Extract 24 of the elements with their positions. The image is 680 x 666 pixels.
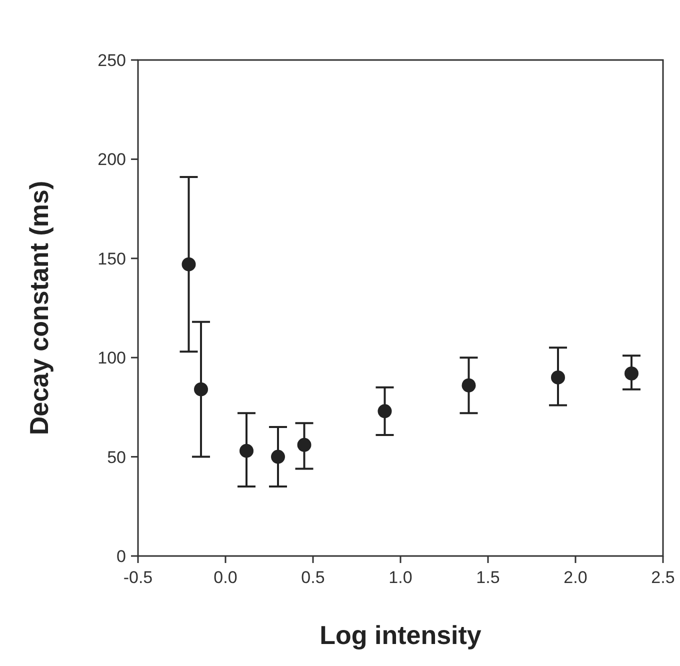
x-tick-label: 1.5 (476, 568, 500, 587)
x-tick-label: 0.5 (301, 568, 325, 587)
point (624, 366, 638, 380)
y-axis-title: Decay constant (ms) (24, 180, 54, 436)
point (551, 370, 565, 384)
point (297, 438, 312, 452)
point (271, 450, 285, 464)
point (182, 257, 196, 272)
y-tick-label: 50 (107, 448, 126, 467)
point (378, 404, 392, 418)
x-tick-label: 1.0 (388, 568, 412, 587)
x-tick-label: 2.5 (651, 568, 675, 587)
x-tick-label: -0.5 (123, 568, 153, 587)
y-tick-label: 200 (98, 150, 126, 170)
x-axis-title: Log intensity (320, 620, 482, 650)
point (462, 378, 476, 392)
point (194, 382, 208, 396)
y-tick-label: 0 (116, 547, 126, 566)
point (240, 444, 254, 458)
x-tick-label: 2.0 (564, 568, 588, 587)
x-tick-label: 0.0 (214, 568, 238, 587)
y-tick-label: 100 (98, 348, 126, 368)
y-tick-label: 250 (98, 51, 126, 70)
y-tick-label: 150 (98, 249, 126, 268)
